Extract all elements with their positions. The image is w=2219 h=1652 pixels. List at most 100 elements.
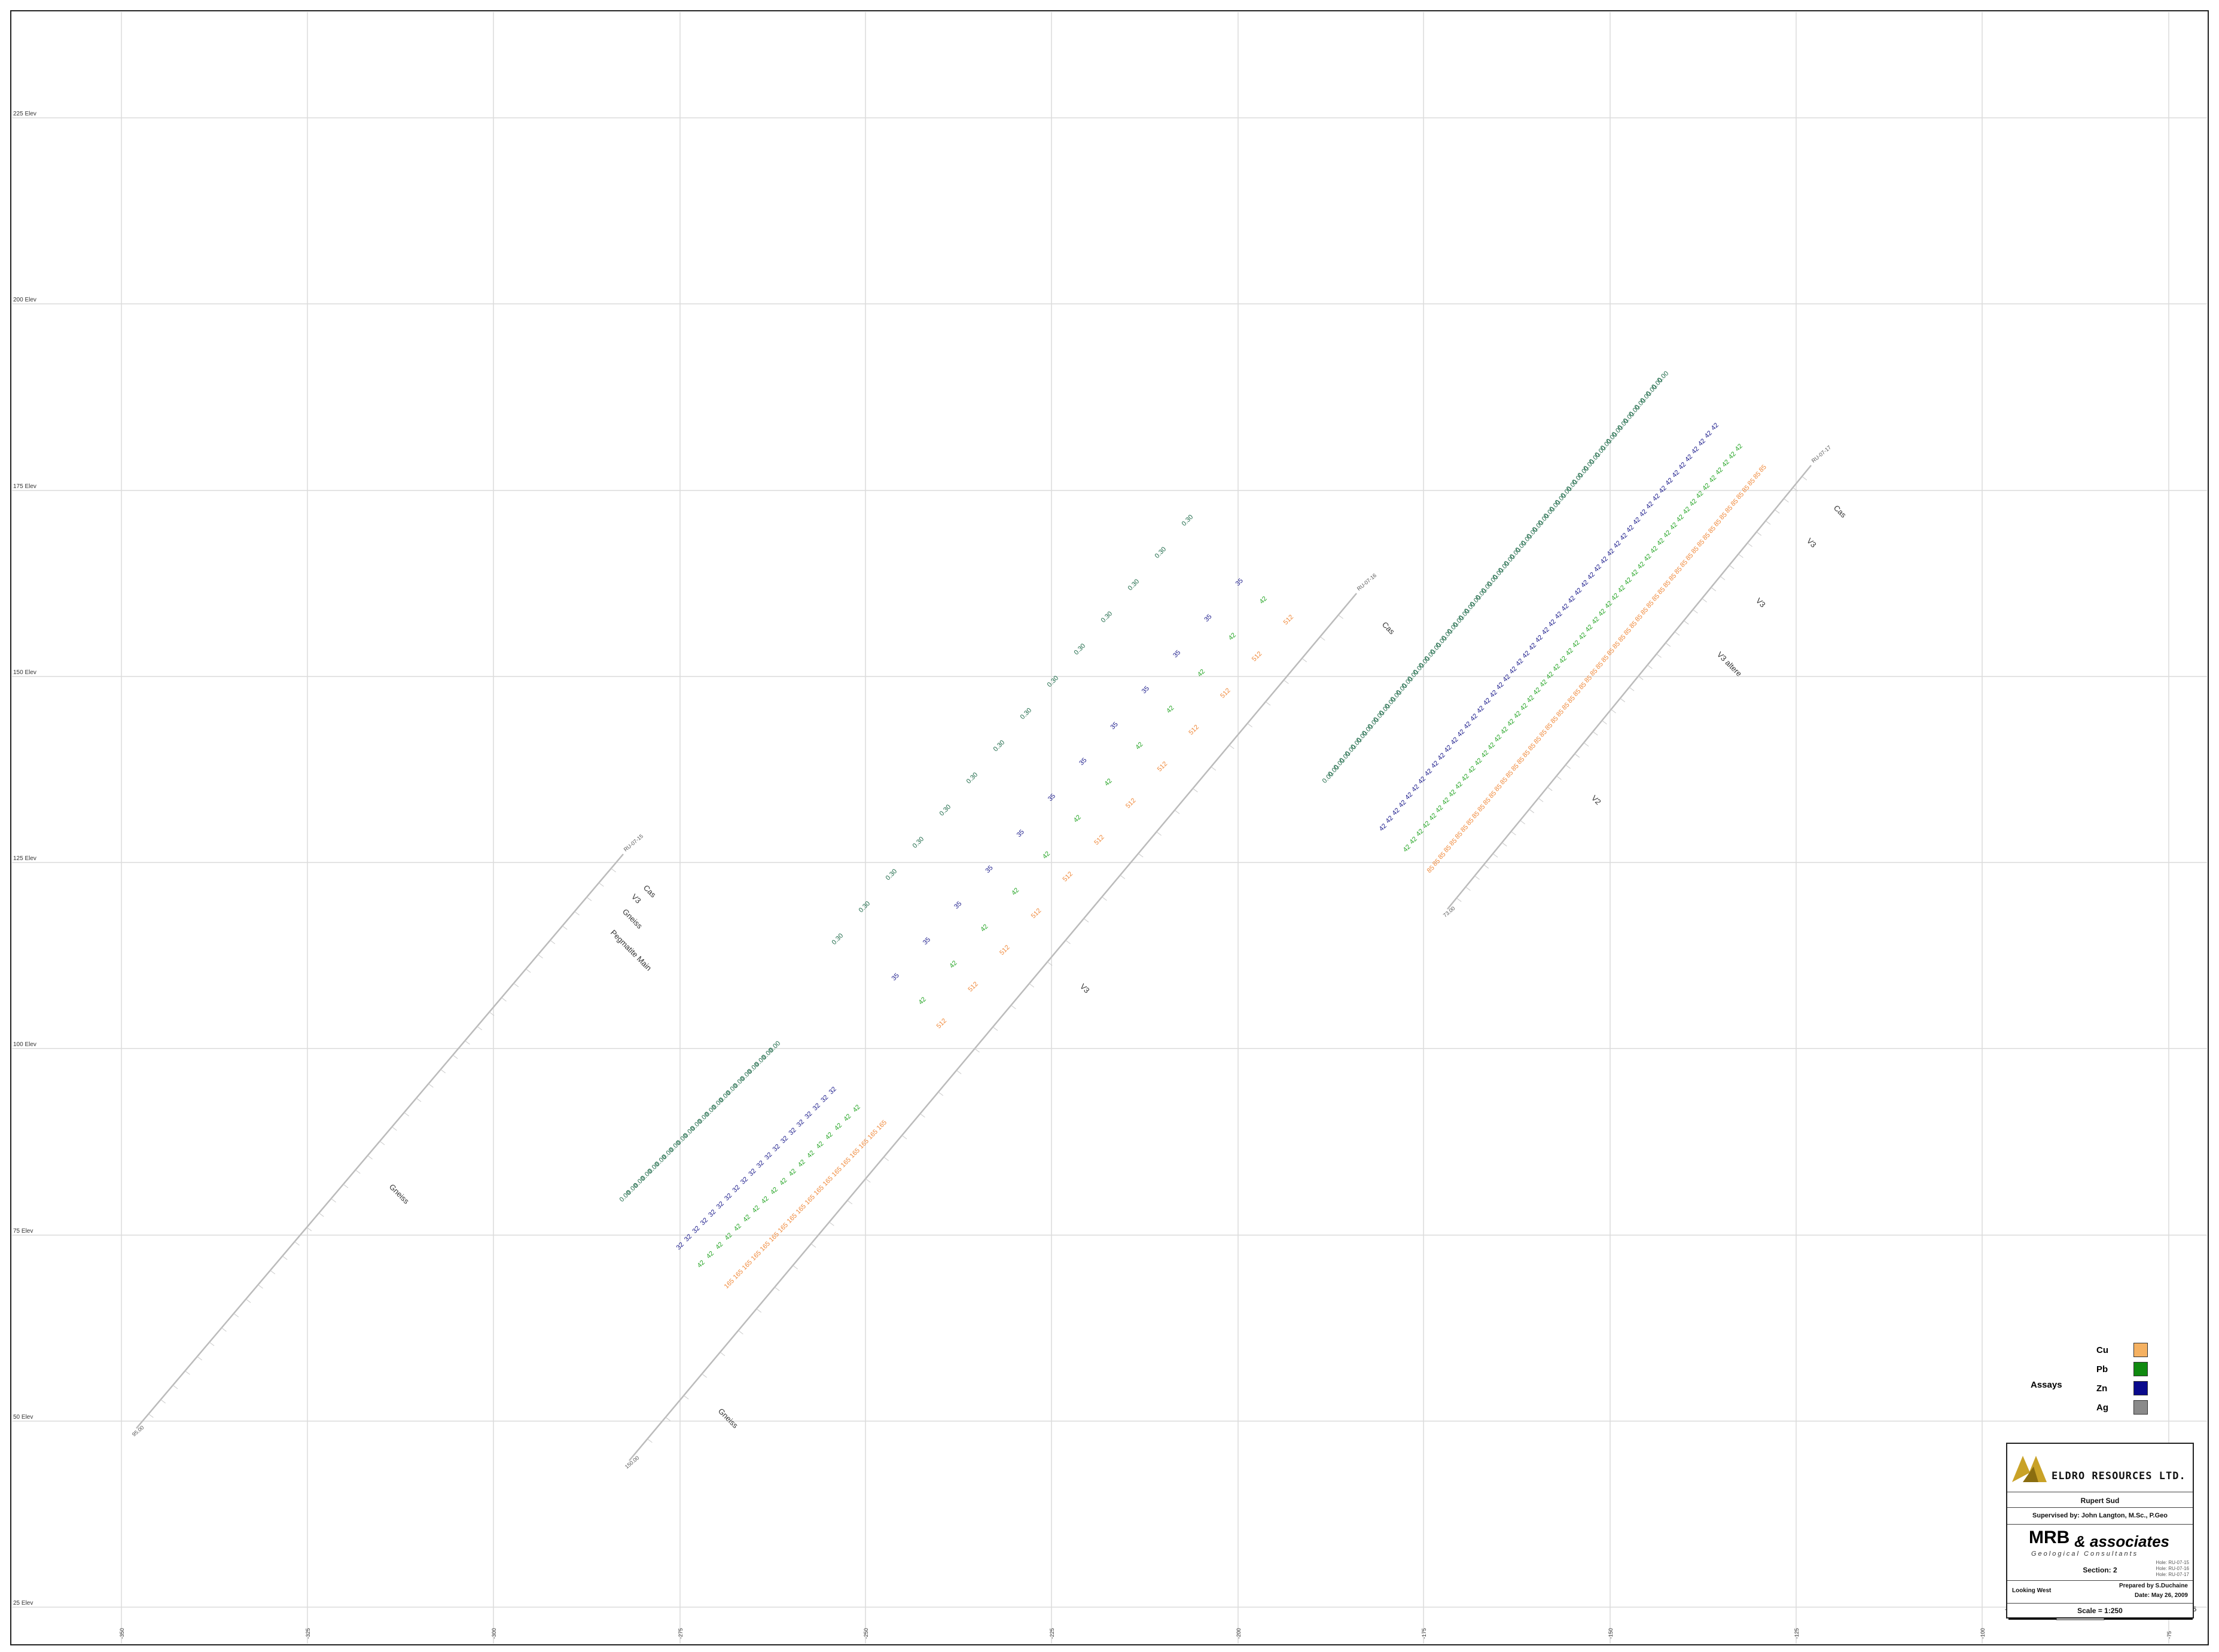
depth-tick: [1083, 918, 1089, 923]
depth-tick: [282, 1255, 288, 1260]
depth-tick: [513, 983, 519, 987]
depth-tick: [525, 968, 531, 973]
depth-tick: [1338, 614, 1343, 619]
depth-tick: [1738, 554, 1744, 558]
easting-label: -250: [863, 1628, 869, 1639]
company-header: ELDRO RESOURCES LTD.: [2007, 1444, 2193, 1492]
easting-label: -300: [491, 1628, 497, 1639]
hole-id: Hole: RU-07-17: [2156, 1572, 2189, 1577]
depth-tick: [883, 1157, 889, 1161]
depth-tick: [702, 1373, 707, 1378]
legend-swatch: [2133, 1343, 2148, 1357]
drawing-scale: Scale = 1:250: [2077, 1607, 2123, 1615]
depth-tick: [379, 1141, 385, 1145]
depth-tick: [1620, 698, 1626, 702]
elevation-label: 200 Elev: [13, 297, 36, 303]
depth-tick: [392, 1126, 397, 1131]
depth-tick: [1319, 636, 1325, 641]
easting-label: -125: [1794, 1628, 1800, 1639]
legend-item-zn: Zn: [2096, 1381, 2198, 1397]
depth-tick: [1693, 609, 1698, 614]
depth-tick: [440, 1069, 446, 1074]
depth-tick: [1538, 798, 1544, 802]
supervised-by: Supervised by: John Langton, M.Sc., P.Ge…: [2032, 1512, 2168, 1519]
depth-tick: [1629, 687, 1635, 691]
depth-tick: [647, 1438, 653, 1443]
depth-tick: [404, 1112, 410, 1117]
easting-label: -225: [1049, 1628, 1055, 1639]
depth-tick: [428, 1083, 434, 1088]
depth-tick: [810, 1243, 816, 1248]
elevation-label: 175 Elev: [13, 483, 36, 490]
depth-tick: [1747, 542, 1752, 547]
depth-tick: [1765, 520, 1771, 525]
firm-mrb: MRB: [2029, 1528, 2070, 1547]
depth-tick: [1774, 509, 1780, 514]
depth-tick: [233, 1313, 239, 1318]
depth-tick: [586, 897, 592, 901]
assay-legend: Assays Cu Pb Zn Ag: [2031, 1343, 2198, 1427]
depth-tick: [1656, 653, 1662, 658]
depth-tick: [1138, 853, 1144, 858]
divider: [2007, 1580, 2193, 1581]
depth-tick: [1665, 642, 1671, 647]
easting-label: -325: [305, 1628, 311, 1639]
depth-tick: [1284, 679, 1289, 684]
depth-tick: [1029, 983, 1035, 987]
depth-tick: [1547, 787, 1553, 791]
depth-tick: [343, 1184, 349, 1188]
easting-label: -75: [2166, 1631, 2172, 1639]
depth-tick: [1156, 831, 1162, 836]
depth-tick: [683, 1395, 689, 1400]
easting-label: -200: [1236, 1628, 1242, 1639]
depth-tick: [598, 882, 604, 887]
easting-label: -175: [1421, 1628, 1427, 1639]
legend-swatch: [2133, 1400, 2148, 1415]
depth-tick: [1702, 598, 1707, 602]
easting-label: -350: [119, 1628, 125, 1639]
legend-label: Cu: [2096, 1345, 2108, 1355]
depth-tick: [1456, 898, 1462, 902]
depth-tick: [1674, 631, 1680, 636]
depth-tick: [720, 1352, 726, 1357]
hole-id: Hole: RU-07-16: [2156, 1566, 2189, 1571]
depth-tick: [574, 911, 580, 916]
elevation-label: 50 Elev: [13, 1414, 33, 1421]
depth-tick: [829, 1221, 834, 1226]
depth-tick: [1501, 842, 1507, 847]
depth-tick: [562, 925, 568, 930]
depth-tick: [465, 1040, 470, 1045]
depth-tick: [1065, 940, 1071, 944]
depth-tick: [1583, 742, 1589, 747]
depth-tick: [1720, 576, 1726, 580]
depth-tick: [938, 1092, 944, 1096]
depth-tick: [1229, 745, 1235, 749]
depth-tick: [1611, 709, 1616, 714]
depth-tick: [1047, 961, 1053, 966]
legend-title: Assays: [2031, 1380, 2062, 1390]
depth-tick: [258, 1284, 263, 1289]
depth-tick: [1793, 487, 1798, 492]
depth-tick: [1011, 1005, 1016, 1010]
easting-label: -150: [1608, 1628, 1614, 1639]
depth-tick: [611, 868, 616, 873]
depth-tick: [489, 1011, 495, 1016]
grid: [12, 12, 2207, 1644]
depth-tick: [1483, 864, 1489, 869]
legend-swatch: [2133, 1362, 2148, 1376]
depth-tick: [1465, 886, 1471, 891]
legend-label: Ag: [2096, 1403, 2108, 1413]
legend-item-pb: Pb: [2096, 1362, 2198, 1377]
depth-tick: [1683, 620, 1689, 625]
depth-tick: [1102, 897, 1107, 901]
depth-tick: [1301, 658, 1307, 663]
depth-tick: [538, 954, 543, 959]
depth-tick: [306, 1227, 312, 1232]
legend-item-ag: Ag: [2096, 1400, 2198, 1416]
depth-tick: [1602, 720, 1607, 725]
depth-tick: [185, 1370, 190, 1375]
depth-tick: [148, 1413, 154, 1418]
depth-tick: [209, 1342, 215, 1346]
company-name: ELDRO RESOURCES LTD.: [2052, 1470, 2186, 1482]
